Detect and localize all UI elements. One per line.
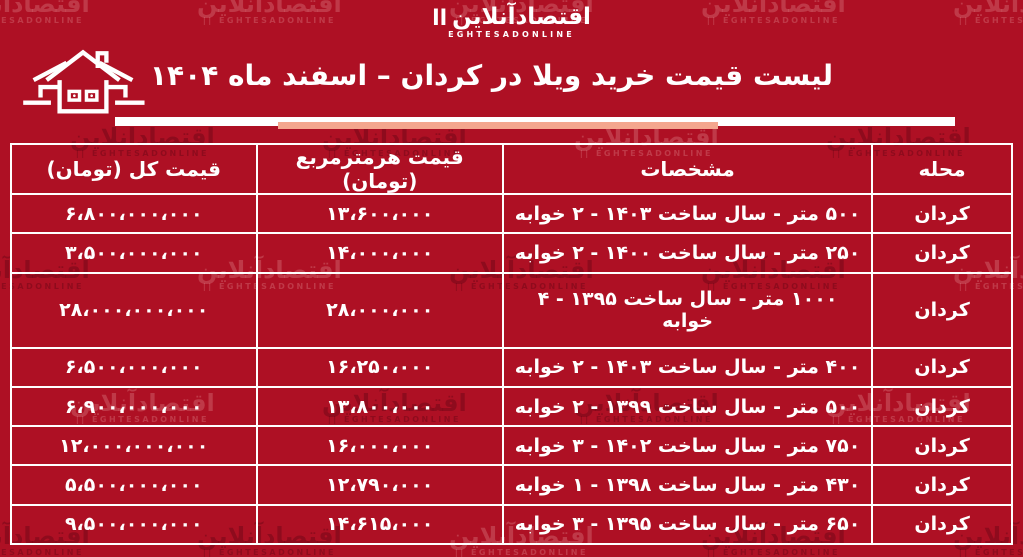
table-cell-specs: ۴۰۰ متر - سال ساخت ۱۴۰۳ - ۲ خوابه (501, 346, 874, 388)
title-underline-accent-bar (278, 122, 718, 129)
title-underline-bar (115, 117, 955, 126)
column-header-price-per-m2: قیمت هرمترمربع (تومان) (255, 143, 504, 195)
table-row: کردان ۶۵۰ متر - سال ساخت ۱۳۹۵ - ۳ خوابه ۱۴… (10, 503, 1013, 546)
table-cell-total-price: ۳،۵۰۰،۰۰۰،۰۰۰ (10, 232, 258, 274)
price-table-body: کردان ۵۰۰ متر - سال ساخت ۱۴۰۳ - ۲ خوابه ۱۳… (10, 192, 1013, 546)
table-row: کردان ۲۵۰ متر - سال ساخت ۱۴۰۰ - ۲ خوابه ۱۴… (10, 232, 1013, 274)
table-cell-total-price: ۶،۹۰۰،۰۰۰،۰۰۰ (10, 385, 258, 428)
brand-logo: اقتصادآنلاین اا EGHTESADONLINE (0, 6, 1023, 39)
table-cell-specs: ۶۵۰ متر - سال ساخت ۱۳۹۵ - ۳ خوابه (501, 503, 874, 546)
table-cell-total-price: ۱۲،۰۰۰،۰۰۰،۰۰۰ (10, 425, 258, 467)
table-cell-neighborhood: کردان (871, 385, 1013, 428)
table-header-row: محله مشخصات قیمت هرمترمربع (تومان) قیمت … (10, 143, 1013, 195)
table-row: کردان ۵۰۰ متر - سال ساخت ۱۴۰۳ - ۲ خوابه ۱۳… (10, 192, 1013, 235)
table-row: کردان ۱۰۰۰ متر - سال ساخت ۱۳۹۵ - ۴ خوابه ۲… (10, 271, 1013, 349)
brand-logo-farsi: اقتصادآنلاین (452, 4, 591, 30)
table-cell-specs: ۷۵۰ متر - سال ساخت ۱۴۰۲ - ۳ خوابه (501, 425, 874, 467)
table-row: کردان ۵۰۰ متر - سال ساخت ۱۳۹۹ - ۲ خوابه ۱۳… (10, 385, 1013, 428)
table-cell-price-per-m2: ۲۸،۰۰۰،۰۰۰ (255, 271, 504, 349)
column-header-total-price: قیمت کل (تومان) (10, 143, 258, 195)
brand-logo-latin: EGHTESADONLINE (448, 30, 575, 39)
table-cell-neighborhood: کردان (871, 271, 1013, 349)
table-cell-price-per-m2: ۱۶،۲۵۰،۰۰۰ (255, 346, 504, 388)
table-cell-specs: ۴۳۰ متر - سال ساخت ۱۳۹۸ - ۱ خوابه (501, 464, 874, 506)
table-cell-price-per-m2: ۱۲،۷۹۰،۰۰۰ (255, 464, 504, 506)
table-cell-neighborhood: کردان (871, 232, 1013, 274)
table-cell-price-per-m2: ۱۴،۶۱۵،۰۰۰ (255, 503, 504, 546)
table-cell-specs: ۵۰۰ متر - سال ساخت ۱۴۰۳ - ۲ خوابه (501, 192, 874, 235)
table-cell-total-price: ۶،۸۰۰،۰۰۰،۰۰۰ (10, 192, 258, 235)
table-cell-total-price: ۶،۵۰۰،۰۰۰،۰۰۰ (10, 346, 258, 388)
page-title: لیست قیمت خرید ویلا در کردان – اسفند ماه… (149, 59, 834, 92)
table-cell-neighborhood: کردان (871, 346, 1013, 388)
column-header-specs: مشخصات (501, 143, 874, 195)
table-cell-specs: ۵۰۰ متر - سال ساخت ۱۳۹۹ - ۲ خوابه (501, 385, 874, 428)
table-cell-price-per-m2: ۱۳،۸۰۰،۰۰۰ (255, 385, 504, 428)
table-cell-neighborhood: کردان (871, 464, 1013, 506)
table-cell-price-per-m2: ۱۳،۶۰۰،۰۰۰ (255, 192, 504, 235)
house-icon (23, 49, 145, 114)
price-table: محله مشخصات قیمت هرمترمربع (تومان) قیمت … (10, 143, 1013, 546)
table-row: کردان ۷۵۰ متر - سال ساخت ۱۴۰۲ - ۳ خوابه ۱۶… (10, 425, 1013, 467)
table-cell-specs: ۲۵۰ متر - سال ساخت ۱۴۰۰ - ۲ خوابه (501, 232, 874, 274)
table-cell-specs: ۱۰۰۰ متر - سال ساخت ۱۳۹۵ - ۴ خوابه (501, 271, 874, 349)
table-cell-neighborhood: کردان (871, 503, 1013, 546)
table-row: کردان ۴۰۰ متر - سال ساخت ۱۴۰۳ - ۲ خوابه ۱۶… (10, 346, 1013, 388)
table-cell-total-price: ۵،۵۰۰،۰۰۰،۰۰۰ (10, 464, 258, 506)
column-header-neighborhood: محله (871, 143, 1013, 195)
table-cell-total-price: ۹،۵۰۰،۰۰۰،۰۰۰ (10, 503, 258, 546)
table-cell-neighborhood: کردان (871, 425, 1013, 467)
table-row: کردان ۴۳۰ متر - سال ساخت ۱۳۹۸ - ۱ خوابه ۱۲… (10, 464, 1013, 506)
brand-logo-bars-icon: اا (432, 6, 449, 31)
table-cell-price-per-m2: ۱۴،۰۰۰،۰۰۰ (255, 232, 504, 274)
table-cell-total-price: ۲۸،۰۰۰،۰۰۰،۰۰۰ (10, 271, 258, 349)
table-cell-neighborhood: کردان (871, 192, 1013, 235)
table-cell-price-per-m2: ۱۶،۰۰۰،۰۰۰ (255, 425, 504, 467)
